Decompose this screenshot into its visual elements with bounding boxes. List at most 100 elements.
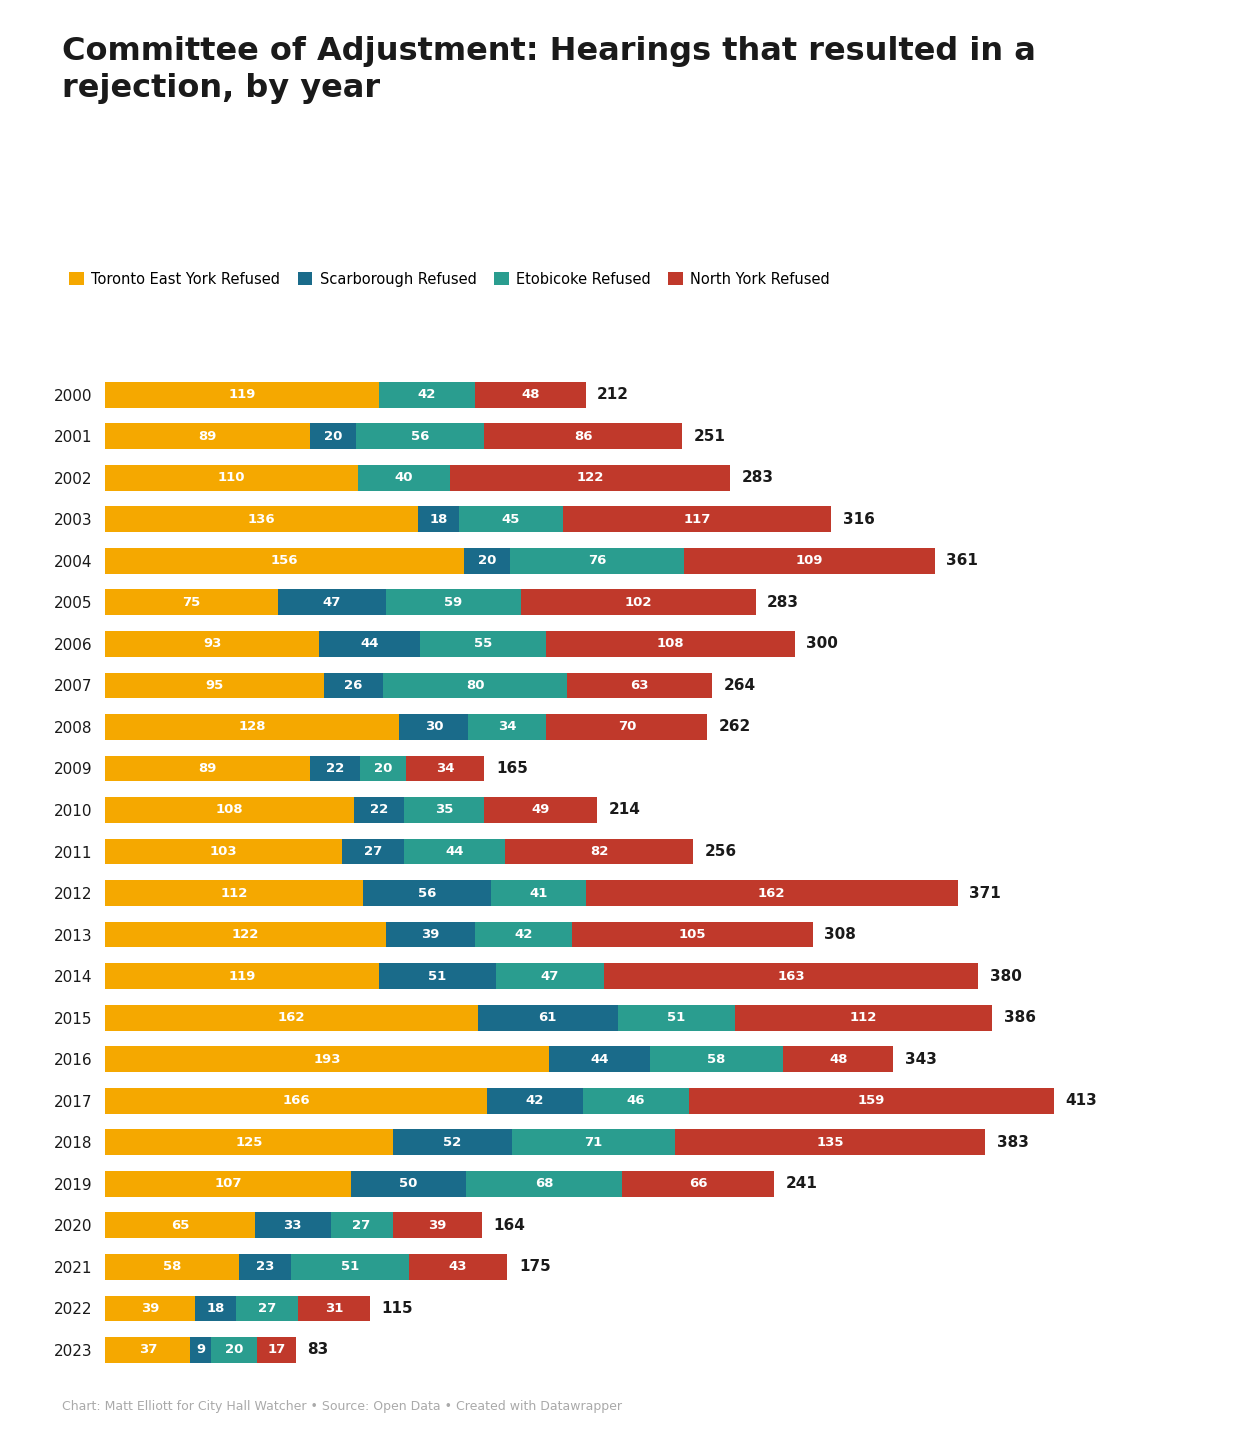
Bar <box>299 1296 370 1321</box>
Text: 20: 20 <box>224 1343 243 1357</box>
Text: 18: 18 <box>429 513 448 526</box>
Bar <box>105 548 464 573</box>
Text: 59: 59 <box>444 596 463 609</box>
Bar <box>469 714 547 739</box>
Text: 55: 55 <box>474 638 492 651</box>
Text: 122: 122 <box>577 472 604 485</box>
Text: 89: 89 <box>198 762 217 775</box>
Bar <box>254 1213 331 1238</box>
Bar <box>310 755 361 781</box>
Bar <box>409 1254 507 1280</box>
Text: 56: 56 <box>410 429 429 443</box>
Text: 283: 283 <box>768 595 799 609</box>
Bar <box>105 382 378 408</box>
Bar <box>475 382 585 408</box>
Text: 214: 214 <box>609 802 640 818</box>
Text: 380: 380 <box>990 968 1022 984</box>
Bar <box>399 714 469 739</box>
Text: 383: 383 <box>997 1135 1029 1150</box>
Text: 20: 20 <box>374 762 393 775</box>
Bar <box>105 922 386 948</box>
Bar <box>459 506 563 532</box>
Text: 102: 102 <box>625 596 652 609</box>
Bar <box>549 1047 650 1072</box>
Text: 20: 20 <box>477 555 496 568</box>
Text: 241: 241 <box>785 1177 817 1191</box>
Text: 44: 44 <box>590 1052 609 1065</box>
Bar <box>105 797 353 822</box>
Text: 45: 45 <box>502 513 520 526</box>
Text: 256: 256 <box>706 844 737 859</box>
Bar <box>583 1088 689 1114</box>
Bar <box>331 1213 393 1238</box>
Bar <box>675 1130 986 1155</box>
Text: 163: 163 <box>777 970 805 982</box>
Bar <box>105 1337 191 1363</box>
Bar <box>105 672 324 698</box>
Bar <box>105 465 358 490</box>
Text: 107: 107 <box>215 1177 242 1190</box>
Text: 42: 42 <box>418 388 436 402</box>
Bar <box>466 1171 622 1197</box>
Bar <box>485 797 596 822</box>
Text: 48: 48 <box>830 1052 847 1065</box>
Text: 413: 413 <box>1065 1094 1097 1108</box>
Text: 51: 51 <box>428 970 446 982</box>
Bar <box>512 1130 675 1155</box>
Bar <box>319 631 420 656</box>
Bar <box>105 1047 549 1072</box>
Text: 166: 166 <box>283 1094 310 1107</box>
Text: 48: 48 <box>521 388 539 402</box>
Bar <box>362 881 491 907</box>
Bar <box>105 1296 195 1321</box>
Bar <box>491 881 585 907</box>
Text: 156: 156 <box>270 555 299 568</box>
Text: 34: 34 <box>436 762 455 775</box>
Text: 33: 33 <box>284 1218 301 1231</box>
Text: 27: 27 <box>363 845 382 858</box>
Text: 108: 108 <box>216 804 243 817</box>
Bar <box>310 423 356 449</box>
Bar <box>105 506 418 532</box>
Text: 93: 93 <box>203 638 222 651</box>
Bar <box>105 1171 351 1197</box>
Text: 165: 165 <box>496 761 528 776</box>
Text: 47: 47 <box>322 596 341 609</box>
Bar <box>238 1254 291 1280</box>
Bar <box>105 838 342 864</box>
Text: 51: 51 <box>341 1260 360 1273</box>
Bar <box>604 964 978 990</box>
Bar <box>211 1337 257 1363</box>
Bar <box>450 465 730 490</box>
Bar <box>420 631 547 656</box>
Text: 361: 361 <box>946 553 978 568</box>
Bar <box>487 1088 583 1114</box>
Text: 51: 51 <box>667 1011 686 1024</box>
Text: 316: 316 <box>843 512 874 526</box>
Text: 39: 39 <box>428 1218 446 1231</box>
Text: 42: 42 <box>515 928 533 941</box>
Bar <box>418 506 459 532</box>
Text: 50: 50 <box>399 1177 418 1190</box>
Text: 108: 108 <box>657 638 684 651</box>
Bar <box>475 922 572 948</box>
Bar <box>510 548 684 573</box>
Bar <box>735 1005 992 1031</box>
Text: 119: 119 <box>228 970 255 982</box>
Bar <box>257 1337 296 1363</box>
Text: 119: 119 <box>228 388 255 402</box>
Bar <box>464 548 510 573</box>
Text: 103: 103 <box>210 845 238 858</box>
Text: 82: 82 <box>590 845 609 858</box>
Text: 30: 30 <box>424 721 443 734</box>
Text: 109: 109 <box>796 555 823 568</box>
Text: 135: 135 <box>816 1135 844 1148</box>
Bar <box>378 964 496 990</box>
Text: 49: 49 <box>532 804 549 817</box>
Legend: Toronto East York Refused, Scarborough Refused, Etobicoke Refused, North York Re: Toronto East York Refused, Scarborough R… <box>69 272 830 287</box>
Text: 262: 262 <box>719 719 751 735</box>
Text: 27: 27 <box>352 1218 371 1231</box>
Text: 47: 47 <box>541 970 559 982</box>
Text: 125: 125 <box>236 1135 263 1148</box>
Text: 212: 212 <box>596 388 629 402</box>
